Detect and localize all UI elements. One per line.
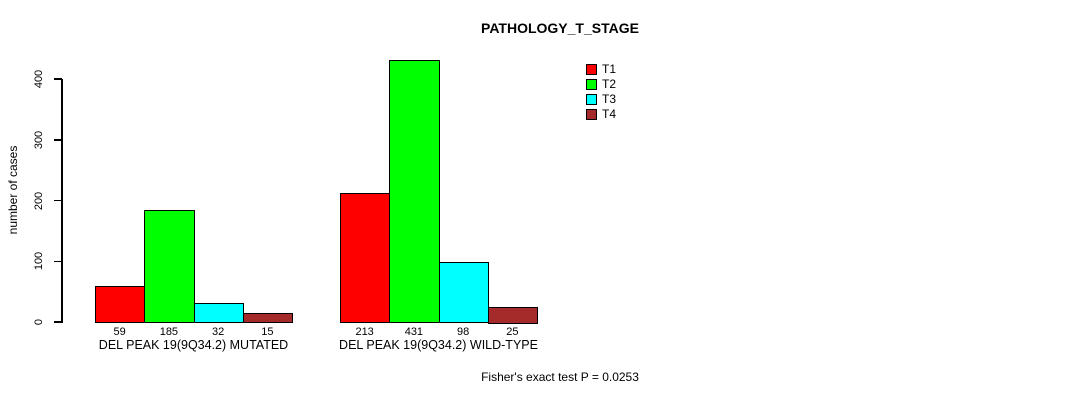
x-group-label: DEL PEAK 19(9Q34.2) MUTATED <box>98 338 289 352</box>
legend-item-t1: T1 <box>586 62 616 77</box>
y-tick <box>54 78 62 80</box>
bar-t3-group1 <box>193 302 244 324</box>
legend-label: T1 <box>602 62 617 76</box>
y-tick <box>54 139 62 141</box>
bar-t2-group2 <box>389 60 440 324</box>
legend-label: T3 <box>602 92 617 106</box>
y-axis-label: number of cases <box>6 145 20 235</box>
bar-t3-group2 <box>438 262 489 324</box>
y-tick <box>54 199 62 202</box>
legend-swatch-t1 <box>586 64 597 75</box>
legend-item-t4: T4 <box>586 107 616 122</box>
bar-t4-group1 <box>242 312 293 324</box>
legend-swatch-t3 <box>586 94 597 105</box>
bar-value-label: 15 <box>261 326 274 338</box>
annotation-text: Fisher's exact test P = 0.0253 <box>481 370 639 384</box>
y-tick-label: 400 <box>33 69 45 89</box>
legend-swatch-t4 <box>586 109 597 120</box>
y-tick-label: 100 <box>33 252 45 271</box>
bar-value-label: 25 <box>506 326 519 338</box>
bar-value-label: 98 <box>457 326 470 338</box>
y-tick-label: 300 <box>33 130 45 149</box>
legend: T1 T2 T3 T4 <box>586 62 616 122</box>
bar-value-label: 213 <box>355 326 374 338</box>
y-tick <box>54 260 62 262</box>
x-group-label: DEL PEAK 19(9Q34.2) WILD-TYPE <box>339 338 538 352</box>
legend-swatch-t2 <box>586 79 597 90</box>
y-tick <box>54 321 62 323</box>
bar-t1-group2 <box>340 192 391 324</box>
bar-t2-group1 <box>144 209 195 324</box>
bar-value-label: 32 <box>212 326 225 338</box>
bar-value-label: 185 <box>159 326 179 338</box>
bar-value-label: 431 <box>404 326 424 338</box>
legend-item-t2: T2 <box>586 77 616 92</box>
bar-value-label: 59 <box>113 326 126 338</box>
legend-label: T4 <box>602 107 617 121</box>
y-tick-label: 0 <box>33 318 45 326</box>
y-tick-label: 200 <box>33 191 45 210</box>
legend-item-t3: T3 <box>586 92 616 107</box>
chart-title: PATHOLOGY_T_STAGE <box>481 20 639 36</box>
bar-t4-group2 <box>487 306 538 324</box>
legend-label: T2 <box>602 77 617 91</box>
bar-t1-group1 <box>95 286 146 324</box>
